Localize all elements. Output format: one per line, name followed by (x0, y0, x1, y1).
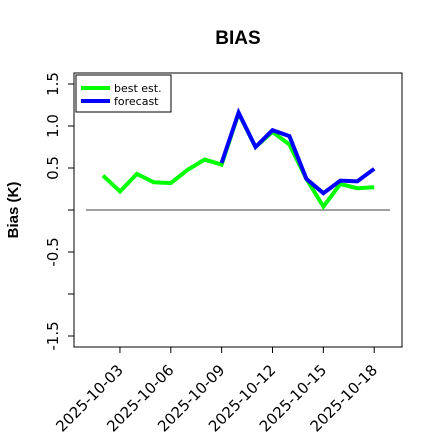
y-tick-label: 0.5 (44, 156, 62, 180)
legend: best est. forecast (75, 74, 172, 113)
chart-title: BIAS (215, 28, 260, 49)
series-group (101, 107, 376, 211)
legend-label-best-est: best est. (114, 82, 162, 95)
y-tick-label: 1.5 (44, 72, 62, 96)
legend-box (75, 74, 172, 113)
y-tick-label: 1.0 (44, 114, 62, 138)
x-axis: 2025-10-032025-10-062025-10-092025-10-12… (52, 347, 381, 435)
series-line-forecast (219, 107, 376, 196)
y-axis-label: Bias (K) (5, 182, 22, 239)
y-tick-label: -1.5 (44, 321, 62, 350)
y-axis: -1.5 -0.5 0.5 1.0 1.5 (44, 72, 74, 351)
legend-label-forecast: forecast (114, 95, 159, 108)
y-tick-label: -0.5 (44, 237, 62, 266)
